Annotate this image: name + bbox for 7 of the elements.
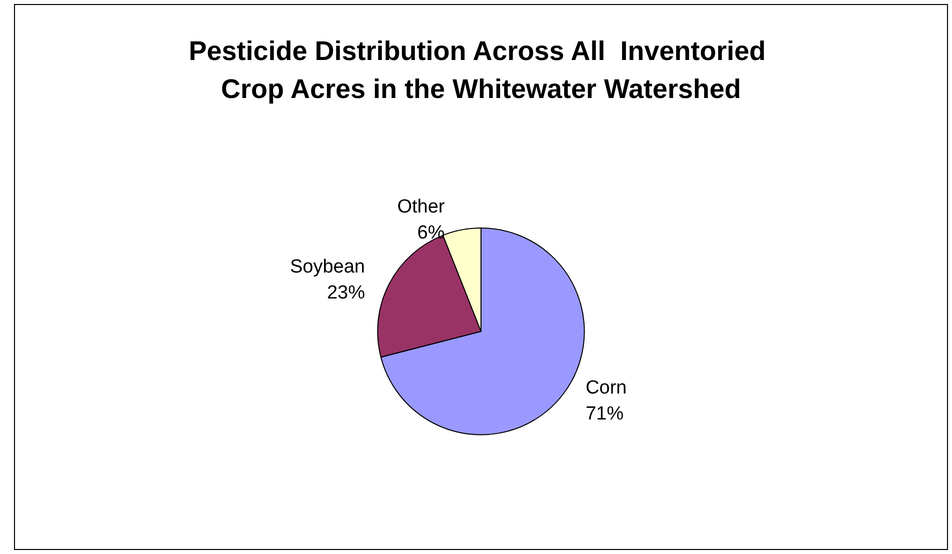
data-label: 23%: [326, 282, 366, 304]
slice-label: Other: [397, 196, 446, 218]
chart-title: Pesticide Distribution Across All Inventoried Crop Acres in the Whitewater Watershed: [188, 36, 774, 104]
data-label: 6%: [417, 222, 445, 244]
data-label: 71%: [586, 403, 624, 424]
slice-label: Corn: [586, 377, 627, 398]
slice-label: Soybean: [290, 256, 365, 278]
